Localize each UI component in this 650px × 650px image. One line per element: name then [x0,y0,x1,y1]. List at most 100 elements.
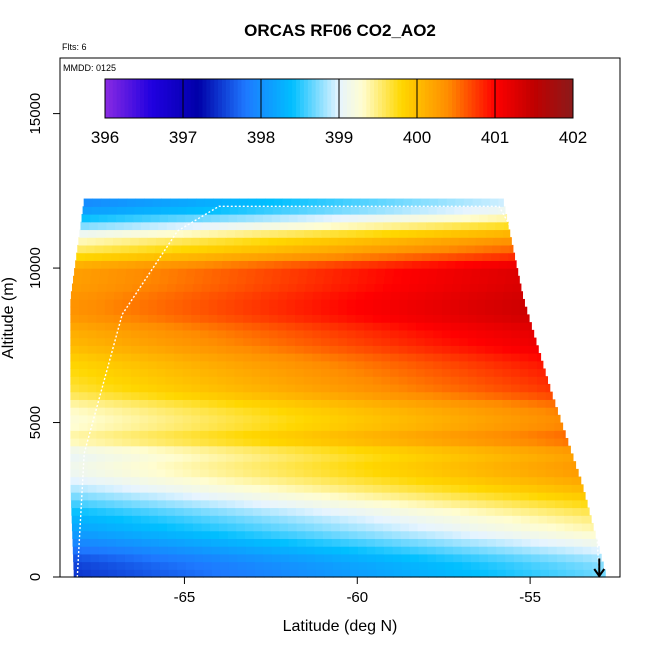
heatmap-cell [165,414,175,424]
heatmap-cell [220,561,230,570]
heatmap-cell [450,368,460,377]
heatmap-cell [312,353,322,362]
heatmap-cell [122,368,132,377]
heatmap-cell [156,407,167,416]
heatmap-cell [251,337,262,346]
heatmap-cell [73,569,83,578]
heatmap-cell [208,368,218,377]
heatmap-cell [88,492,98,501]
heatmap-cell [277,368,288,377]
heatmap-cell [243,376,253,385]
heatmap-cell [211,569,222,578]
heatmap-cell [277,322,288,331]
heatmap-cell [372,461,383,470]
heatmap-cell [467,414,478,424]
heatmap-cell [356,507,366,516]
heatmap-cell [350,268,360,277]
heatmap-cell [338,306,348,316]
heatmap-cell [156,437,167,447]
heatmap-cell [163,244,173,254]
heatmap-cell [186,206,196,215]
heatmap-cell [390,445,400,455]
heatmap-cell [330,291,340,300]
heatmap-cell [338,468,348,478]
heatmap-cell [269,476,279,485]
heatmap-cell [329,314,339,323]
heatmap-cell [505,275,515,285]
heatmap-cell [220,206,231,215]
heatmap-cell [359,206,369,215]
heatmap-cell [252,291,262,300]
heatmap-cell [583,569,593,578]
heatmap-cell [334,260,344,269]
heatmap-cell [467,453,478,462]
colorbar-swatch [463,79,469,118]
colorbar-swatch [303,79,309,118]
heatmap-cell [263,561,273,570]
heatmap-cell [295,383,305,393]
heatmap-cell [442,492,452,501]
heatmap-cell [303,314,313,323]
heatmap-cell [259,237,270,246]
heatmap-cell [528,353,538,362]
heatmap-cell [167,546,178,555]
heatmap-cell [441,337,452,346]
heatmap-cell [493,298,504,308]
heatmap-cell [286,414,296,424]
heatmap-cell [372,414,383,424]
heatmap-cell [105,507,116,516]
heatmap-cell [243,229,253,238]
heatmap-cell [476,360,486,370]
heatmap-cell [218,507,228,516]
heatmap-cell [441,314,452,323]
heatmap-cell [398,407,409,416]
heatmap-cell [487,275,498,285]
heatmap-cell [427,553,437,563]
heatmap-cell [220,553,230,563]
heatmap-cell [149,221,159,231]
heatmap-cell [106,522,116,532]
heatmap-cell [104,468,115,478]
heatmap-cell [217,291,228,300]
heatmap-cell [122,422,132,431]
heatmap-cell [244,515,254,524]
heatmap-cell [106,530,117,539]
heatmap-cell [122,322,132,331]
heatmap-cell [485,468,495,478]
heatmap-cell [306,275,316,285]
heatmap-cell [462,268,473,277]
heatmap-cell [176,553,187,563]
heatmap-cell [73,275,83,285]
heatmap-cell [174,407,184,416]
heatmap-cell [87,399,97,408]
heatmap-cell [411,268,421,277]
heatmap-cell [272,561,282,570]
colorbar-swatch [233,79,239,118]
heatmap-cell [355,407,365,416]
heatmap-cell [329,322,339,331]
heatmap-cell [228,553,238,563]
heatmap-cell [201,507,211,516]
heatmap-cell [321,229,331,238]
heatmap-cell [113,306,123,316]
heatmap-cell [124,538,134,547]
heatmap-cell [329,383,339,393]
heatmap-cell [338,399,348,408]
heatmap-cell [338,376,348,385]
colorbar-swatch [307,79,313,118]
heatmap-cell [217,476,227,485]
colorbar-swatch [210,79,215,118]
heatmap-cell [390,291,400,300]
heatmap-cell [467,314,478,323]
heatmap-cell [262,283,272,292]
heatmap-cell [141,530,151,539]
heatmap-cell [70,399,80,408]
heatmap-cell [312,407,322,416]
heatmap-cell [277,306,288,316]
heatmap-cell [158,515,168,524]
heatmap-cell [493,383,504,393]
heatmap-cell [139,298,149,308]
heatmap-cell [485,306,495,316]
heatmap-cell [208,437,218,447]
heatmap-cell [528,314,530,323]
